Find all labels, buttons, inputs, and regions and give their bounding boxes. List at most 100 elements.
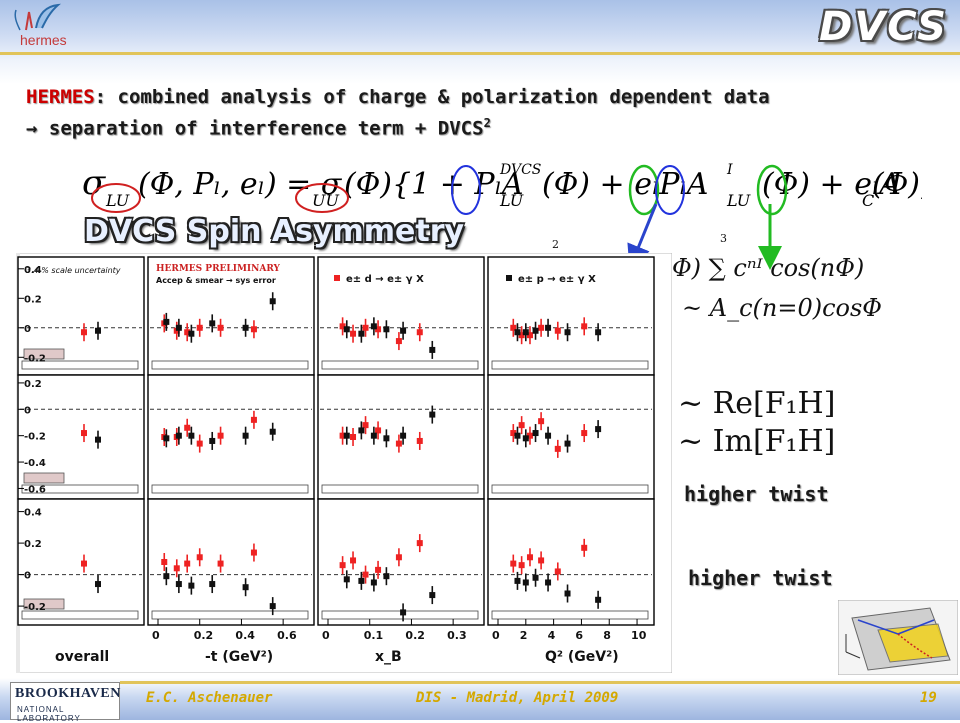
data-point [184, 560, 191, 567]
data-point [362, 324, 369, 331]
im-expression: ~ Im[F₁H] [678, 424, 836, 459]
formula-sup-i: I [726, 162, 733, 178]
preliminary-label: HERMES PRELIMINARY [156, 264, 281, 274]
data-point [250, 326, 257, 333]
subtitle-line-1: HERMES: combined analysis of charge & po… [26, 86, 770, 108]
subtitle-line-2-text: → separation of interference term + DVCS [26, 117, 484, 140]
data-point [518, 562, 525, 569]
footer-conference: DIS - Madrid, April 2009 [416, 690, 619, 706]
x-tick-label: 8 [603, 629, 611, 642]
y-tick-label: 0 [24, 405, 31, 416]
data-point [526, 432, 533, 439]
systematic-band [491, 360, 649, 370]
systematic-band [21, 610, 139, 620]
data-point [209, 437, 216, 444]
formula-sup-dvcs: DVCS [499, 162, 541, 178]
y-tick-label: -0.2 [24, 353, 46, 364]
data-point [362, 571, 369, 578]
index-2: 2 [552, 238, 559, 251]
data-point [242, 324, 249, 331]
index-3: 3 [720, 232, 727, 245]
data-point [416, 437, 423, 444]
data-point [581, 430, 588, 437]
formula-arrows [627, 203, 782, 270]
systematic-band [151, 610, 309, 620]
preliminary-sub-label: Accep & smear → sys error [156, 276, 276, 285]
data-point [522, 329, 529, 336]
panel-box [487, 256, 655, 376]
x-tick-label: 0 [322, 629, 330, 642]
x-tick-label: 0.2 [194, 629, 214, 642]
data-point [554, 568, 561, 575]
data-point [375, 427, 382, 434]
x-tick-label: 0 [152, 629, 160, 642]
systematic-band [321, 484, 479, 494]
y-tick-label: -0.6 [24, 484, 46, 495]
overall-sys-band [23, 348, 65, 360]
data-point [184, 329, 191, 336]
data-point [510, 324, 517, 331]
data-point [564, 590, 571, 597]
y-tick-label: 0.4 [24, 508, 42, 519]
formula-sub-uu: UU [312, 191, 339, 210]
data-point [350, 434, 357, 440]
sum-expression: Φ) ∑ cⁿᴵ cos(nΦ) [672, 254, 865, 282]
y-tick-label: 0.2 [24, 294, 42, 305]
subtitle-line-2: → separation of interference term + DVCS… [26, 116, 491, 139]
data-point [217, 560, 224, 567]
data-point [343, 576, 350, 583]
data-point [400, 432, 407, 439]
data-point [175, 432, 182, 439]
data-point [564, 440, 571, 447]
data-point [358, 427, 365, 434]
x-tick-label: 2 [520, 629, 528, 642]
y-tick-label: 0.2 [24, 539, 42, 550]
systematic-band [21, 360, 139, 370]
data-point [545, 324, 552, 331]
systematic-band [21, 484, 139, 494]
data-point [196, 440, 203, 447]
data-point [518, 332, 525, 339]
systematic-band [491, 610, 649, 620]
data-point [81, 430, 87, 437]
systematic-band [321, 360, 479, 370]
systematic-band [151, 360, 309, 370]
data-point [269, 428, 276, 435]
systematic-band [321, 610, 479, 620]
data-point [395, 338, 402, 345]
lab-name: BROOKHAVEN [15, 686, 121, 701]
data-point [554, 327, 561, 334]
subtitle-superscript: 2 [483, 116, 491, 130]
data-point [395, 554, 402, 561]
approx-ac: ~ A_c(n=0)cosΦ [682, 294, 882, 322]
x-axis-label: Q² (GeV²) [545, 649, 619, 665]
data-point [81, 560, 87, 567]
data-point [175, 581, 182, 588]
legend-marker-ep [506, 275, 512, 281]
data-point [532, 327, 539, 334]
data-point [595, 596, 602, 603]
higher-twist-2: higher twist [688, 566, 833, 590]
data-point [416, 540, 423, 547]
data-point [510, 560, 517, 567]
data-point [532, 430, 539, 437]
data-point [514, 329, 521, 336]
legend-ed: e± d → e± γ X [346, 274, 424, 285]
formula-sub-c: C [862, 191, 874, 210]
data-point [242, 432, 249, 439]
higher-twist-1: higher twist [684, 482, 829, 506]
panel-box [317, 498, 485, 626]
data-point [522, 579, 529, 586]
y-tick-label: 0.2 [24, 379, 42, 390]
panel-box [317, 256, 485, 376]
data-point [209, 320, 216, 327]
x-axis-label: -t (GeV²) [205, 649, 273, 665]
panel-box [147, 498, 315, 626]
systematic-band [491, 484, 649, 494]
data-point [429, 346, 436, 353]
logo-text: hermes [20, 32, 67, 48]
circle-uu [295, 183, 349, 213]
data-point [343, 432, 350, 439]
x-tick-label: 0 [492, 629, 500, 642]
data-point [581, 544, 588, 551]
